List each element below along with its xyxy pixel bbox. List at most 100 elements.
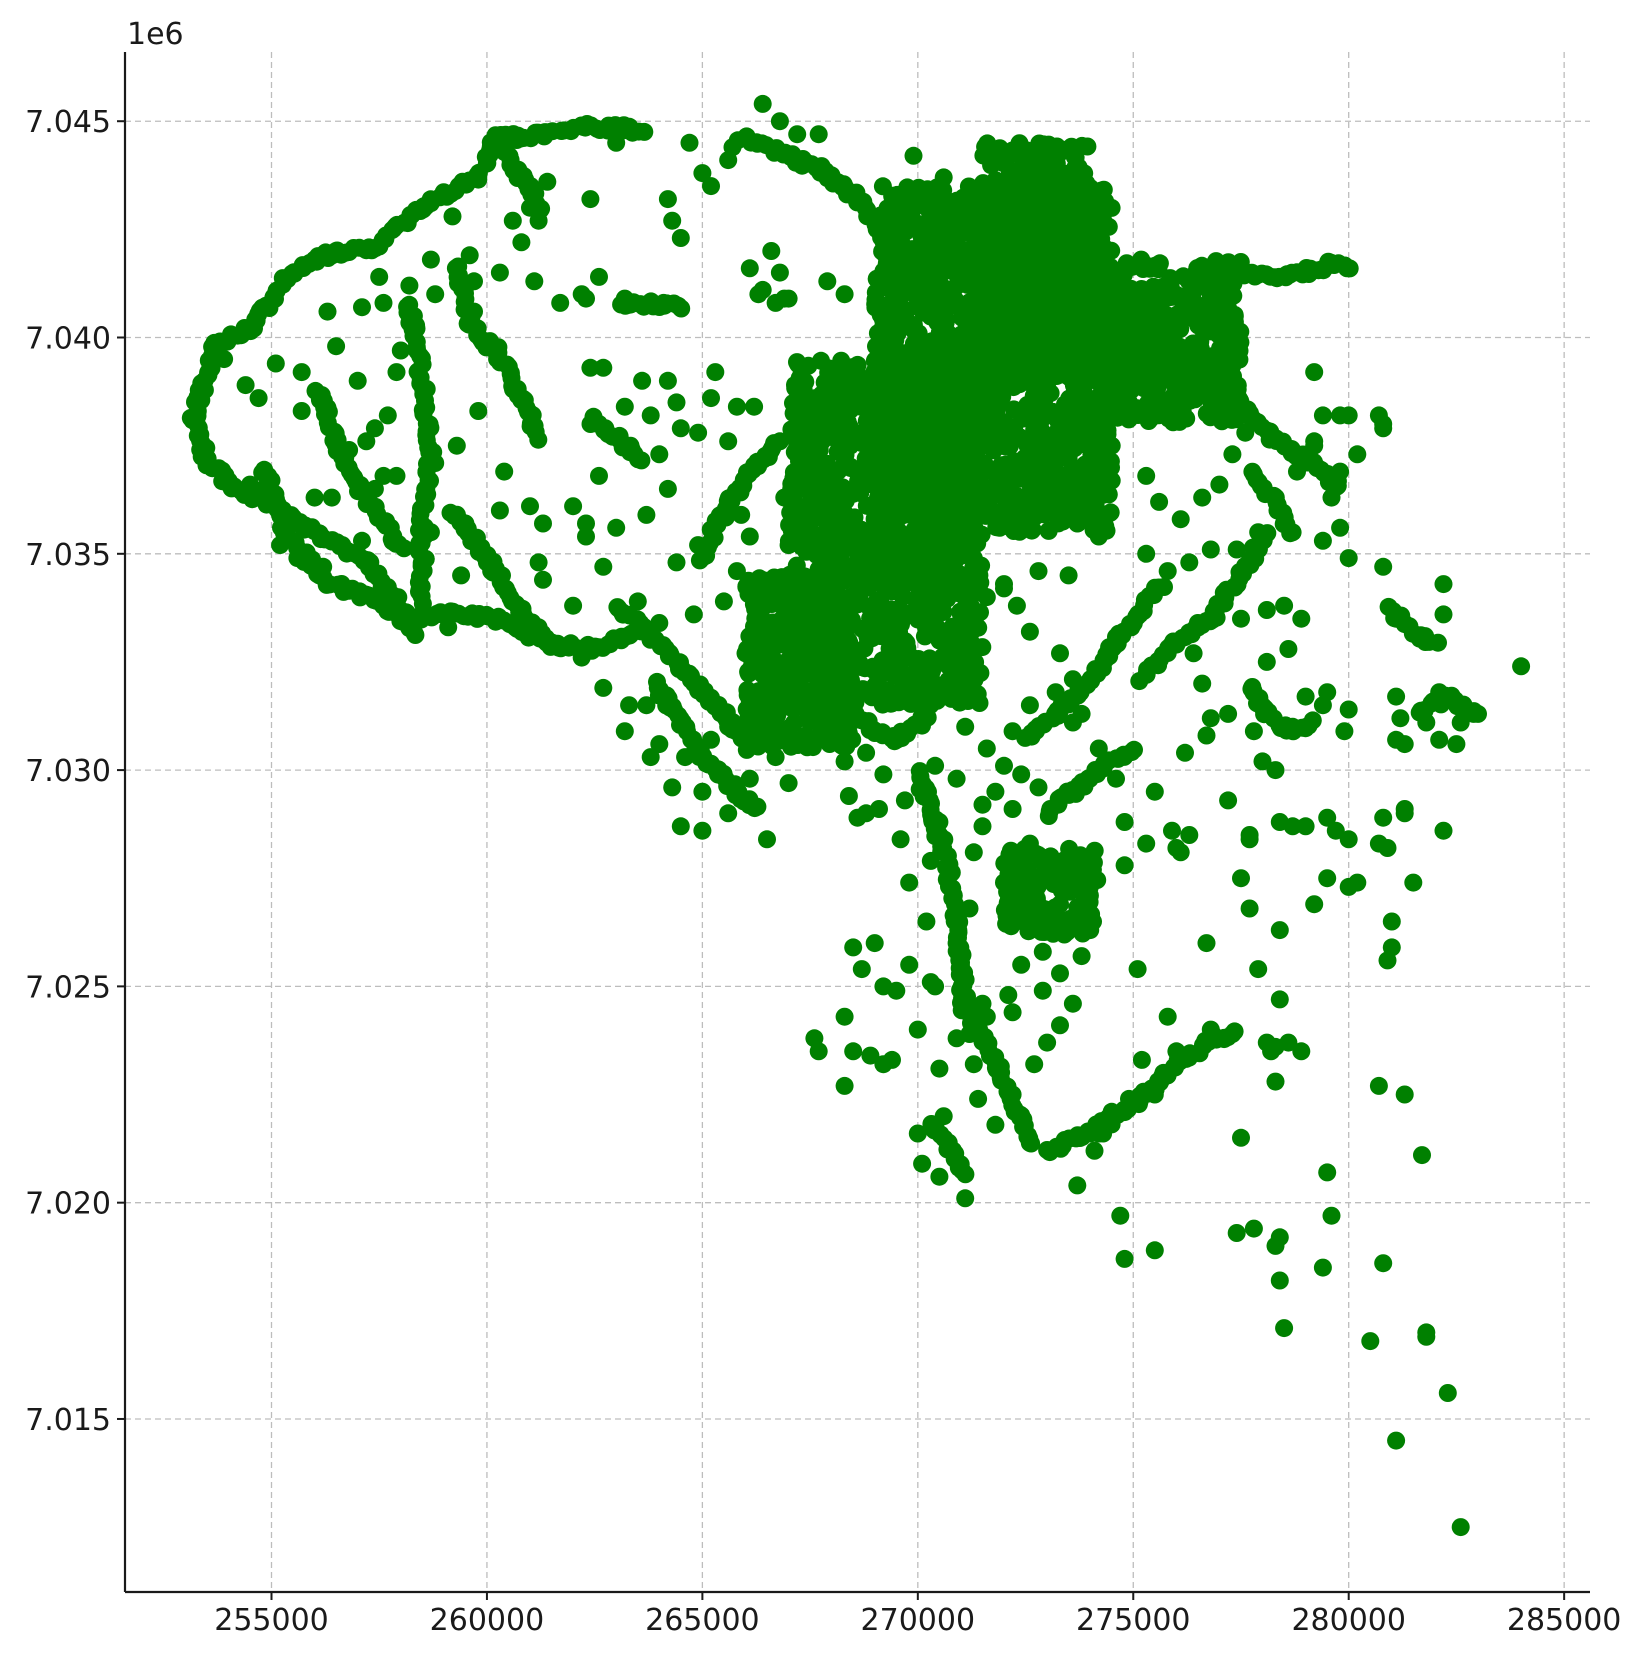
scatter-point (1024, 195, 1043, 214)
scatter-point (1019, 908, 1038, 927)
scatter-point (884, 544, 903, 562)
scatter-point (995, 854, 1014, 873)
scatter-point (930, 407, 949, 426)
scatter-point (1032, 358, 1051, 377)
scatter-point (1028, 153, 1047, 172)
scatter-point (1015, 882, 1033, 900)
scatter-point (908, 558, 927, 577)
scatter-point (904, 318, 923, 337)
scatter-point (891, 451, 910, 470)
scatter-point (942, 476, 961, 495)
scatter-point (974, 295, 993, 314)
scatter-point (1091, 312, 1110, 331)
scatter-point (1069, 250, 1088, 269)
scatter-point (869, 443, 888, 462)
scatter-point (984, 441, 1003, 460)
scatter-point (881, 600, 900, 619)
scatter-point (978, 209, 997, 228)
scatter-point (905, 539, 924, 558)
scatter-point (1075, 320, 1093, 339)
scatter-point (1012, 218, 1031, 237)
scatter-point (1010, 352, 1029, 371)
scatter-point (1090, 505, 1109, 524)
scatter-point (1230, 341, 1249, 360)
scatter-point (763, 694, 782, 713)
scatter-point (1005, 331, 1024, 350)
scatter-point (1037, 261, 1056, 280)
scatter-point (1061, 910, 1079, 929)
scatter-point (933, 436, 952, 455)
scatter-point (878, 252, 897, 271)
scatter-point (974, 267, 992, 286)
scatter-point (1220, 318, 1238, 337)
scatter-point (985, 151, 1004, 170)
scatter-point (927, 455, 946, 473)
scatter-point (1081, 493, 1100, 512)
scatter-point (1055, 140, 1074, 159)
scatter-point (1031, 436, 1050, 455)
scatter-point (1055, 261, 1074, 280)
scatter-point (916, 599, 935, 617)
scatter-point (1072, 212, 1091, 231)
scatter-point (979, 184, 998, 203)
scatter-point (1149, 309, 1168, 328)
scatter-point (1007, 366, 1026, 385)
scatter-point (799, 707, 818, 726)
scatter-point (886, 499, 905, 518)
scatter-point (917, 620, 936, 639)
scatter-point (921, 665, 940, 684)
scatter-point (635, 122, 654, 141)
scatter-point (1059, 432, 1077, 451)
scatter-point (1013, 456, 1032, 474)
scatter-point (955, 412, 974, 431)
scatter-point (863, 612, 882, 631)
scatter-point (900, 500, 919, 518)
scatter-point (1001, 202, 1020, 221)
scatter-point (973, 638, 992, 657)
scatter-point (1094, 237, 1113, 256)
scatter-point (939, 260, 958, 279)
scatter-point (916, 399, 934, 418)
scatter-point (913, 347, 931, 366)
scatter-point (1036, 501, 1055, 520)
scatter-point (959, 209, 978, 228)
scatter-point (1184, 361, 1203, 379)
scatter-point (855, 460, 873, 479)
scatter-point (953, 339, 972, 358)
scatter-point (1097, 271, 1115, 289)
scatter-point (1061, 416, 1080, 435)
scatter-point (815, 715, 834, 734)
scatter-point (1051, 895, 1069, 914)
scatter-point (1066, 283, 1085, 302)
scatter-point (1049, 316, 1068, 335)
scatter-point (1049, 514, 1068, 533)
scatter-point (1171, 383, 1190, 402)
scatter-point (753, 637, 772, 656)
scatter-point (915, 267, 934, 286)
scatter-point (901, 606, 920, 625)
scatter-point (930, 323, 949, 342)
scatter-point (1119, 328, 1138, 347)
scatter-point (985, 370, 1004, 389)
scatter-point (841, 673, 860, 692)
scatter-point (984, 319, 1003, 338)
scatter-point (750, 622, 769, 641)
scatter-point (995, 351, 1014, 370)
scatter-point (821, 388, 840, 407)
scatter-point (1098, 376, 1117, 395)
scatter-point (1123, 399, 1142, 418)
scatter-point (632, 451, 651, 470)
scatter-point (997, 914, 1016, 933)
scatter-point (926, 573, 945, 592)
scatter-point (825, 593, 844, 611)
scatter-point (1085, 841, 1104, 860)
scatter-point (1043, 277, 1062, 295)
scatter-point (1069, 190, 1088, 209)
scatter-point (413, 594, 432, 613)
scatter-point (785, 443, 804, 462)
scatter-point (998, 504, 1017, 523)
scatter-point (1004, 400, 1023, 419)
scatter-point (943, 215, 962, 234)
